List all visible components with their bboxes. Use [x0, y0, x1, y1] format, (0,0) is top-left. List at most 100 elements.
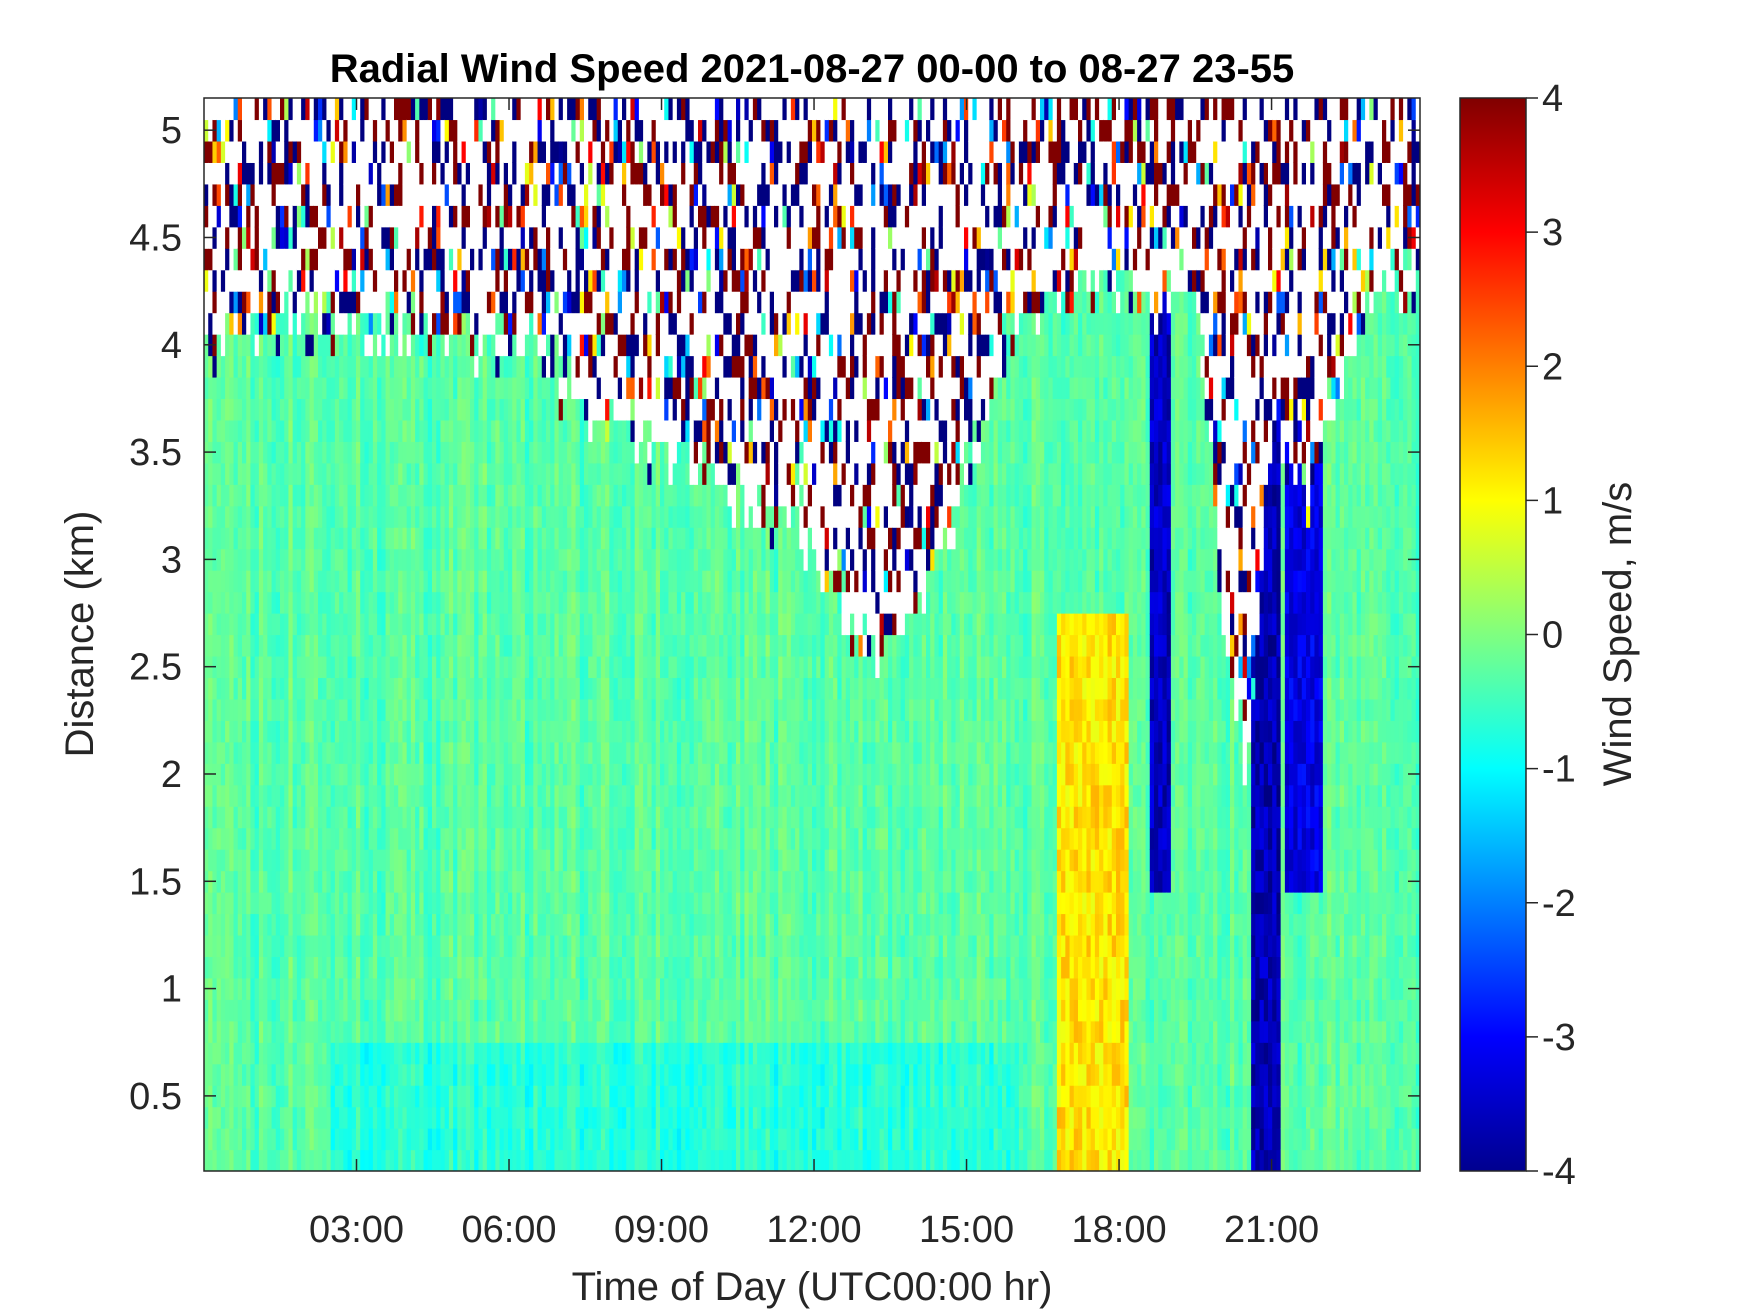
heatmap-cell — [512, 184, 517, 206]
heatmap-cell — [453, 162, 458, 184]
heatmap-cell — [483, 635, 488, 657]
heatmap-cell — [563, 1085, 568, 1107]
heatmap-cell — [339, 570, 344, 592]
heatmap-cell — [373, 377, 378, 399]
heatmap-cell — [445, 549, 450, 571]
heatmap-cell — [377, 613, 382, 635]
heatmap-cell — [508, 398, 513, 420]
heatmap-cell — [584, 613, 589, 635]
heatmap-cell — [272, 98, 277, 120]
heatmap-cell — [500, 978, 505, 1000]
heatmap-cell — [322, 205, 327, 227]
heatmap-cell — [609, 377, 614, 399]
heatmap-cell — [542, 1064, 547, 1086]
heatmap-cell — [500, 913, 505, 935]
heatmap-cell — [343, 1064, 348, 1086]
heatmap-cell — [525, 377, 530, 399]
heatmap-cell — [280, 463, 285, 485]
heatmap-cell — [500, 720, 505, 742]
heatmap-cell — [305, 98, 310, 120]
heatmap-cell — [563, 1021, 568, 1043]
heatmap-cell — [398, 720, 403, 742]
heatmap-cell — [208, 1128, 213, 1150]
heatmap-cell — [352, 141, 357, 163]
heatmap-cell — [424, 484, 429, 506]
heatmap-cell — [483, 527, 488, 549]
heatmap-cell — [360, 613, 365, 635]
heatmap-cell — [580, 98, 585, 120]
heatmap-cell — [297, 527, 302, 549]
heatmap-cell — [428, 613, 433, 635]
heatmap-cell — [263, 935, 268, 957]
heatmap-cell — [411, 785, 416, 807]
heatmap-cell — [238, 656, 243, 678]
heatmap-cell — [597, 484, 602, 506]
heatmap-cell — [331, 613, 336, 635]
heatmap-cell — [457, 549, 462, 571]
heatmap-cell — [217, 398, 222, 420]
heatmap-cell — [348, 656, 353, 678]
heatmap-cell — [310, 1042, 315, 1064]
heatmap-cell — [504, 549, 509, 571]
heatmap-cell — [356, 849, 361, 871]
heatmap-cell — [335, 227, 340, 249]
heatmap-cell — [436, 227, 441, 249]
heatmap-cell — [305, 377, 310, 399]
heatmap-cell — [297, 806, 302, 828]
heatmap-cell — [550, 398, 555, 420]
heatmap-cell — [217, 98, 222, 120]
heatmap-cell — [529, 720, 534, 742]
heatmap-cell — [601, 978, 606, 1000]
heatmap-cell — [267, 613, 272, 635]
heatmap-cell — [474, 570, 479, 592]
heatmap-cell — [487, 1150, 492, 1172]
heatmap-cell — [554, 420, 559, 442]
heatmap-cell — [377, 592, 382, 614]
heatmap-cell — [538, 463, 543, 485]
heatmap-cell — [326, 162, 331, 184]
heatmap-cell — [411, 441, 416, 463]
heatmap-cell — [491, 935, 496, 957]
heatmap-cell — [478, 248, 483, 270]
heatmap-cell — [597, 527, 602, 549]
heatmap-cell — [584, 935, 589, 957]
heatmap-cell — [381, 463, 386, 485]
heatmap-cell — [221, 1021, 226, 1043]
heatmap-cell — [326, 806, 331, 828]
heatmap-cell — [293, 356, 298, 378]
heatmap-cell — [440, 613, 445, 635]
heatmap-cell — [390, 956, 395, 978]
heatmap-cell — [288, 484, 293, 506]
heatmap-cell — [364, 398, 369, 420]
heatmap-cell — [474, 1107, 479, 1129]
heatmap-cell — [221, 441, 226, 463]
heatmap-cell — [322, 613, 327, 635]
heatmap-cell — [390, 849, 395, 871]
heatmap-cell — [550, 699, 555, 721]
heatmap-cell — [339, 828, 344, 850]
heatmap-cell — [288, 527, 293, 549]
heatmap-cell — [474, 635, 479, 657]
heatmap-cell — [500, 677, 505, 699]
heatmap-cell — [238, 420, 243, 442]
heatmap-cell — [474, 699, 479, 721]
heatmap-cell — [597, 763, 602, 785]
heatmap-cell — [288, 506, 293, 528]
heatmap-cell — [255, 635, 260, 657]
heatmap-cell — [567, 248, 572, 270]
heatmap-cell — [504, 484, 509, 506]
heatmap-cell — [284, 291, 289, 313]
heatmap-cell — [297, 635, 302, 657]
heatmap-cell — [588, 570, 593, 592]
heatmap-cell — [301, 484, 306, 506]
heatmap-cell — [512, 377, 517, 399]
heatmap-cell — [491, 956, 496, 978]
heatmap-cell — [605, 1085, 610, 1107]
heatmap-cell — [267, 978, 272, 1000]
heatmap-cell — [356, 527, 361, 549]
heatmap-cell — [546, 956, 551, 978]
heatmap-cell — [238, 1021, 243, 1043]
heatmap-cell — [453, 935, 458, 957]
heatmap-cell — [466, 1128, 471, 1150]
heatmap-cell — [364, 484, 369, 506]
